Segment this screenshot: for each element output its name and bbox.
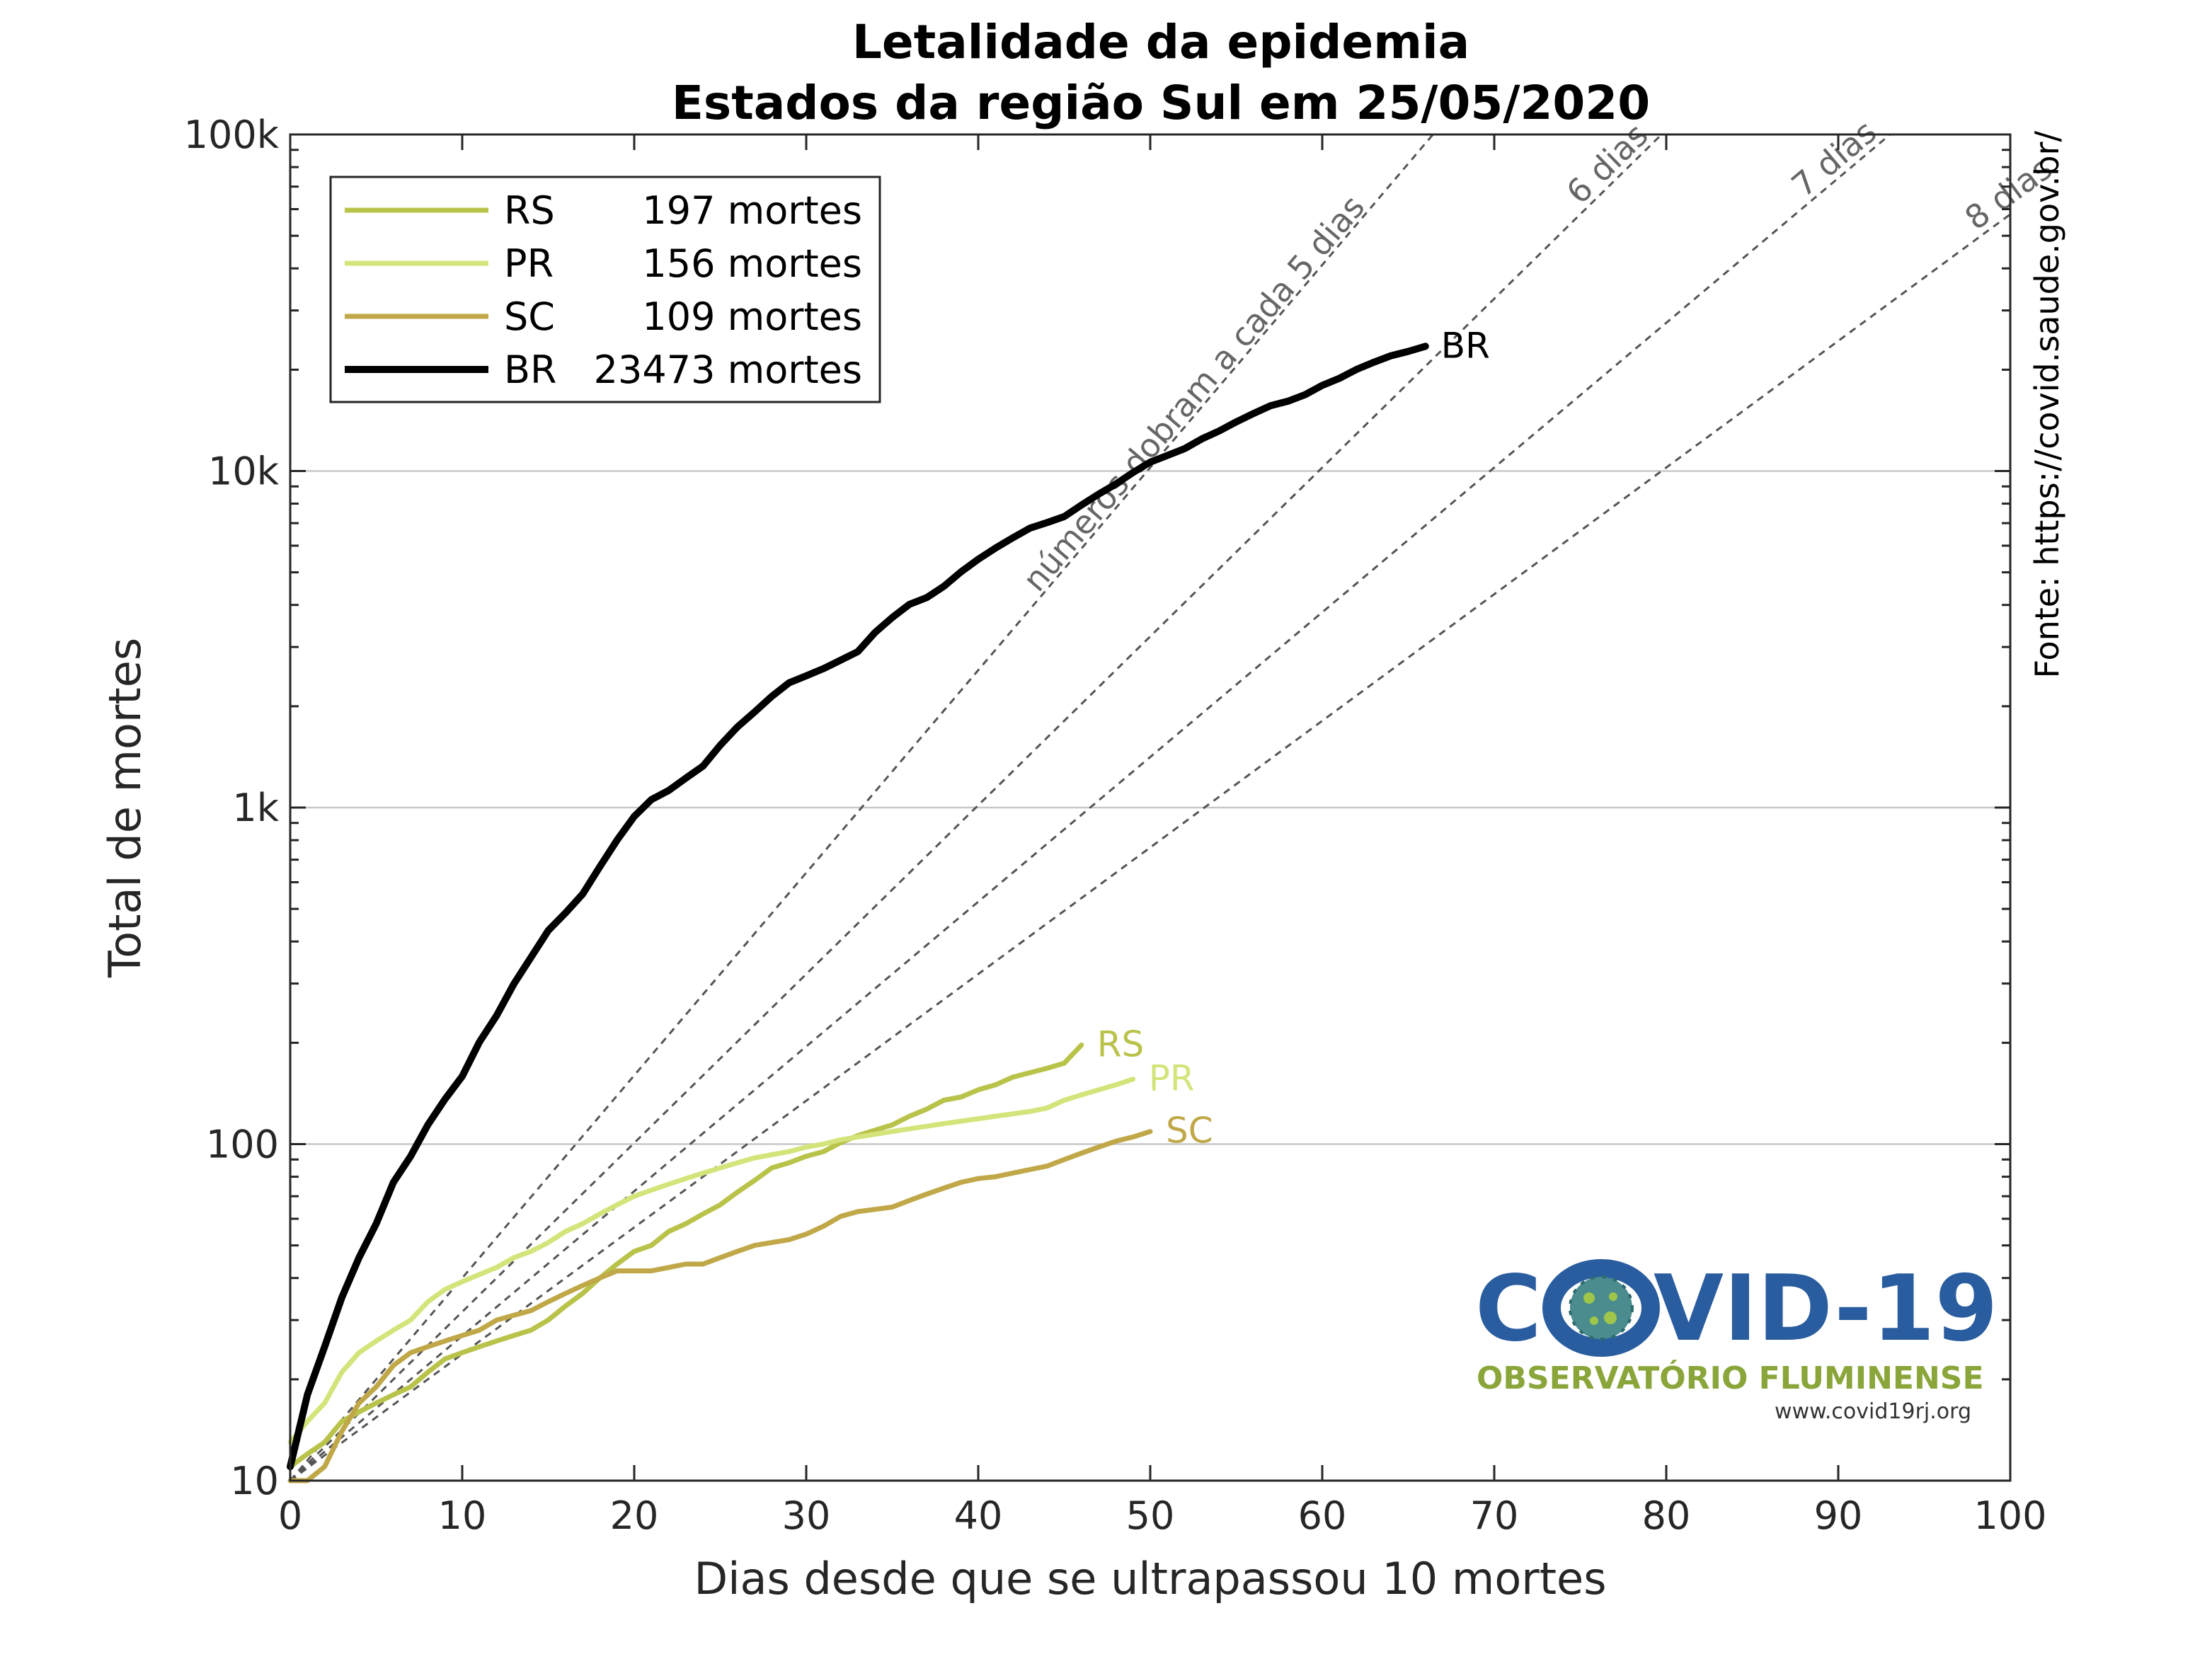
end-label-sc: SC (1166, 1110, 1213, 1152)
y-axis-label: Total de mortes (99, 638, 151, 978)
y-tick-label: 10k (208, 449, 280, 494)
x-tick-label: 50 (1126, 1493, 1175, 1538)
series-line-br (287, 343, 1429, 1471)
series-line-pr (287, 1077, 1136, 1445)
x-tick-label: 40 (954, 1493, 1003, 1538)
y-tick-label: 10 (230, 1459, 279, 1503)
series-lines (287, 343, 1429, 1483)
virus-icon (1569, 1275, 1634, 1341)
reference-line-label: 7 dias (1784, 113, 1884, 205)
x-axis-label: Dias desde que se ultrapassou 10 mortes (694, 1553, 1606, 1605)
logo-o-ring (1542, 1259, 1660, 1357)
reference-line-label: números dobram a cada 5 dias (1015, 188, 1372, 598)
chart-title: Letalidade da epidemia (852, 15, 1469, 69)
grid (290, 470, 2010, 1145)
legend-total-pr: 156 mortes (642, 241, 862, 286)
x-ticks: 0 10 20 30 40 50 60 70 80 90 100 (278, 134, 2047, 1538)
covid19-logo: C VID-19 OBSERVATÓRIO FLUMINENSE www.cov… (1475, 1256, 1998, 1424)
x-tick-label: 0 (278, 1493, 302, 1538)
x-tick-label: 80 (1642, 1493, 1691, 1538)
reference-line (289, 134, 1434, 1481)
reference-line (290, 133, 1891, 1482)
x-tick-label: 70 (1470, 1493, 1519, 1538)
y-tick-label: 100k (184, 113, 280, 157)
x-tick-label: 90 (1814, 1493, 1863, 1538)
y-tick-label: 1k (232, 786, 279, 830)
legend-total-rs: 197 mortes (642, 188, 862, 233)
x-tick-label: 10 (438, 1493, 487, 1538)
legend-box (329, 176, 881, 403)
end-label-pr: PR (1149, 1058, 1195, 1099)
logo-vid-19: VID-19 (1654, 1256, 1998, 1362)
x-tick-label: 20 (610, 1493, 659, 1538)
series-line-sc (287, 1129, 1153, 1483)
legend-name-sc: SC (504, 294, 555, 339)
y-tick-label: 100 (206, 1123, 279, 1167)
logo-url: www.covid19rj.org (1775, 1399, 1971, 1424)
series-line-rs (287, 1043, 1084, 1469)
source-note: Fonte: https://covid.saude.gov.br/ (2028, 130, 2066, 678)
y-ticks: 10 100 1k 10k 100k (184, 113, 2010, 1503)
chart-subtitle: Estados da região Sul em 25/05/2020 (672, 76, 1650, 130)
legend-name-pr: PR (504, 241, 554, 286)
legend-name-rs: RS (504, 188, 555, 233)
legend-total-br: 23473 mortes (594, 348, 862, 392)
logo-subtitle: OBSERVATÓRIO FLUMINENSE (1477, 1359, 1984, 1396)
legend-name-br: BR (504, 348, 557, 392)
end-label-rs: RS (1097, 1023, 1144, 1064)
x-tick-label: 60 (1298, 1493, 1347, 1538)
legend: RS 197 mortes PR 156 mortes SC 109 mortes BR 23… (329, 176, 881, 403)
legend-total-sc: 109 mortes (642, 294, 862, 339)
x-tick-label: 30 (782, 1493, 831, 1538)
end-label-br: BR (1441, 325, 1490, 366)
x-tick-label: 100 (1973, 1493, 2046, 1538)
logo-co: C (1475, 1256, 1542, 1362)
